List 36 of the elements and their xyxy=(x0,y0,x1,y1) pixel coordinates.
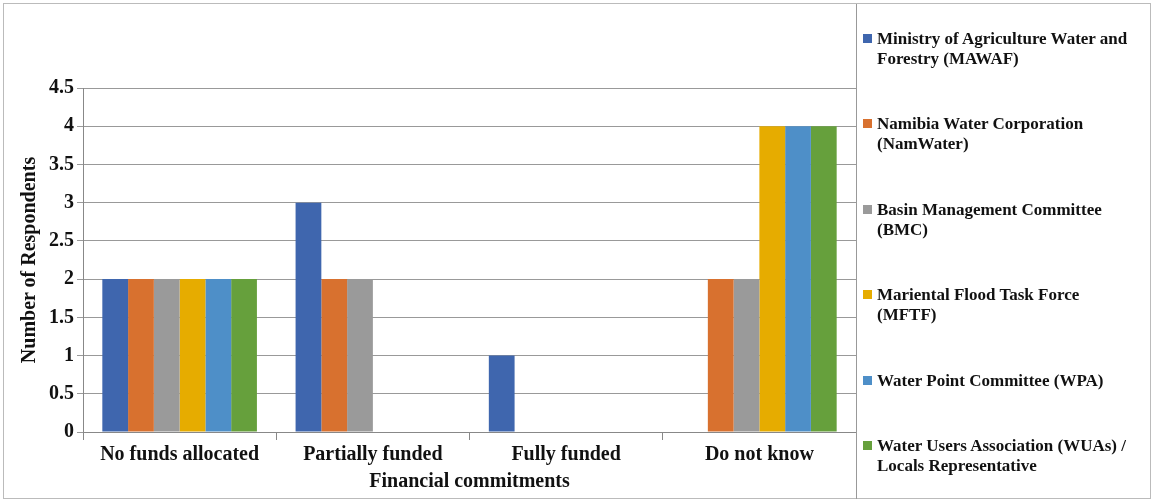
bar xyxy=(205,279,232,432)
bar xyxy=(785,126,811,432)
y-tick-label: 2 xyxy=(64,266,74,289)
x-tick-label: Fully funded xyxy=(511,442,621,466)
legend-label: Ministry of Agriculture Water and Forestry (MAWAF) xyxy=(877,28,1129,69)
legend-label: Namibia Water Corporation (NamWater) xyxy=(877,114,1085,155)
bar xyxy=(295,202,322,432)
x-axis-title: Financial commitments xyxy=(369,469,570,492)
bar xyxy=(759,126,786,432)
y-tick-label: 0.5 xyxy=(49,380,74,403)
bar xyxy=(128,279,154,432)
y-tick-label: 3 xyxy=(64,189,74,212)
legend-label: Basin Management Committee (BMC) xyxy=(877,199,1103,240)
y-tick-label: 1.5 xyxy=(49,304,74,327)
bar xyxy=(733,279,760,432)
bar xyxy=(179,279,206,432)
bar xyxy=(810,126,837,432)
y-tick-label: 4.5 xyxy=(49,75,74,98)
bar xyxy=(153,279,180,432)
bar xyxy=(102,279,129,432)
y-tick-label: 2.5 xyxy=(49,228,74,251)
x-tick-label: Do not know xyxy=(704,442,815,465)
bar xyxy=(707,279,734,432)
legend-label: Water Point Committee (WPA) xyxy=(877,370,1104,391)
bar xyxy=(231,279,257,432)
y-tick-label: 3.5 xyxy=(49,151,74,174)
x-tick-label: Partially funded xyxy=(303,442,443,466)
y-tick-label: 0 xyxy=(64,419,74,442)
bar xyxy=(321,279,348,432)
bar xyxy=(488,355,515,432)
y-tick-label: 4 xyxy=(64,113,74,136)
x-tick-label: No funds allocated xyxy=(100,442,260,465)
y-tick-label: 1 xyxy=(64,342,74,365)
legend-label: Mariental Flood Task Force (MFTF) xyxy=(877,285,1081,326)
y-axis-title: Number of Respondents xyxy=(17,156,41,364)
legend-label: Water Users Association (WUAs) / Locals Representative xyxy=(877,436,1127,477)
